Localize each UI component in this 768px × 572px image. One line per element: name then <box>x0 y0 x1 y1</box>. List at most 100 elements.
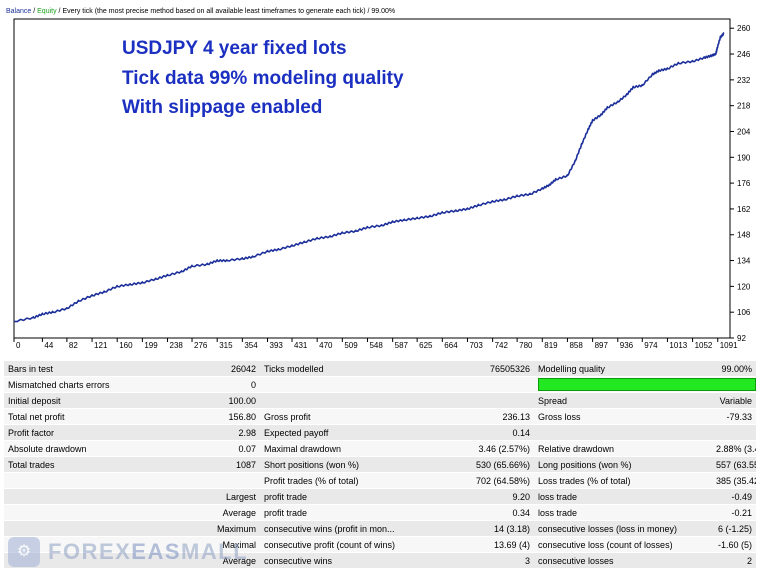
x-tick-label: 587 <box>395 341 409 350</box>
report-label-b: consecutive wins <box>260 552 446 568</box>
report-value-b: 3 <box>446 552 534 568</box>
x-tick-label: 315 <box>219 341 233 350</box>
report-label-c: Modelling quality <box>534 360 712 377</box>
x-tick-label: 548 <box>369 341 383 350</box>
report-value-c: 2.88% (3.42) <box>712 440 756 457</box>
y-tick-label: 120 <box>737 282 751 291</box>
modelling-quality-bar-cell <box>534 376 756 393</box>
series-group <box>13 32 725 323</box>
report-label-a: Absolute drawdown <box>4 440 176 457</box>
chart-legend: Balance / Equity / Every tick (the most … <box>6 8 395 15</box>
report-label-c: consecutive losses (loss in money) <box>534 520 712 537</box>
x-tick-label: 354 <box>244 341 258 350</box>
report-label-c: Long positions (won %) <box>534 456 712 473</box>
report-value-b: 236.13 <box>446 408 534 425</box>
report-label-a <box>4 488 176 505</box>
x-tick-label: 936 <box>620 341 634 350</box>
report-label-b: consecutive profit (count of wins) <box>260 536 446 553</box>
report-value-c: -0.21 <box>712 504 756 521</box>
report-row: Average consecutive wins 3 consecutive loss… <box>4 552 756 568</box>
legend-balance: Balance <box>6 8 32 15</box>
report-label-a <box>4 520 176 537</box>
report-row: Average profit trade 0.34 loss trade -0.21 <box>4 504 756 521</box>
y-tick-label: 232 <box>737 76 751 85</box>
report-value-c: 6 (-1.25) <box>712 520 756 537</box>
x-tick-label: 470 <box>319 341 333 350</box>
report-value-b: 9.20 <box>446 488 534 505</box>
report-value-a: 100.00 <box>176 392 260 409</box>
y-tick-label: 134 <box>737 257 751 266</box>
report-label-a <box>4 504 176 521</box>
report-label-b: Short positions (won %) <box>260 456 446 473</box>
report-value-b: 0.34 <box>446 504 534 521</box>
y-tick-label: 148 <box>737 231 751 240</box>
report-value-c: -1.60 (5) <box>712 536 756 553</box>
balance-line <box>13 32 725 323</box>
report-value-c: -79.33 <box>712 408 756 425</box>
x-tick-label: 780 <box>519 341 533 350</box>
watermark-logo: ⚙ FOREXEASMALL <box>6 537 306 569</box>
x-tick-label: 509 <box>344 341 358 350</box>
report-row: Initial deposit 100.00 Spread Variable <box>4 392 756 409</box>
y-tick-label: 204 <box>737 127 751 136</box>
report-value-a: 156.80 <box>176 408 260 425</box>
report-value-b <box>446 392 534 409</box>
legend-method: / Every tick (the most precise method ba… <box>56 8 396 15</box>
x-tick-label: 238 <box>170 341 184 350</box>
watermark-text: FOREXEASMALL <box>48 539 248 565</box>
report-label-a <box>4 536 176 553</box>
watermark-eas: EAS <box>131 539 182 564</box>
report-value-a: Maximum <box>176 520 260 537</box>
y-tick-label: 190 <box>737 153 751 162</box>
x-tick-label: 393 <box>270 341 284 350</box>
x-tick-label: 82 <box>69 341 78 350</box>
report-body: Bars in test 26042 Ticks modelled 76505326 M… <box>4 360 756 568</box>
report-value-a: 0 <box>176 376 260 393</box>
report-label-a <box>4 552 176 568</box>
report-value-b: 3.46 (2.57%) <box>446 440 534 457</box>
report-value-c: Variable <box>712 392 756 409</box>
report-value-b: 14 (3.18) <box>446 520 534 537</box>
report-value-c: 557 (63.55%) <box>712 456 756 473</box>
x-tick-label: 625 <box>419 341 433 350</box>
report-value-b <box>446 376 534 393</box>
report-label-b: profit trade <box>260 504 446 521</box>
y-tick-label: 176 <box>737 179 751 188</box>
report-row: Largest profit trade 9.20 loss trade -0.49 <box>4 488 756 505</box>
report-value-b: 702 (64.58%) <box>446 472 534 489</box>
report-value-b: 76505326 <box>446 360 534 377</box>
y-tick-label: 218 <box>737 102 751 111</box>
report-label-b <box>260 392 446 409</box>
report-row: Absolute drawdown 0.07 Maximal drawdown 3.4… <box>4 440 756 457</box>
report-label-a: Profit factor <box>4 424 176 441</box>
report-label-b: Maximal drawdown <box>260 440 446 457</box>
y-tick-label: 260 <box>737 24 751 33</box>
y-tick-label: 162 <box>737 205 751 214</box>
watermark-forex: FOREX <box>48 539 132 564</box>
report-value-b: 13.69 (4) <box>446 536 534 553</box>
x-tick-label: 1052 <box>695 341 713 350</box>
report-label-a: Total net profit <box>4 408 176 425</box>
report-value-c: -0.49 <box>712 488 756 505</box>
report-label-c: consecutive losses <box>534 552 712 568</box>
modelling-quality-bar <box>538 378 756 391</box>
report-row: Maximum consecutive wins (profit in mon..… <box>4 520 756 537</box>
report-value-a: Largest <box>176 488 260 505</box>
report-label-c: loss trade <box>534 504 712 521</box>
report-label-a <box>4 472 176 489</box>
report-label-b: profit trade <box>260 488 446 505</box>
plot-frame <box>13 18 731 339</box>
caption-line-1: USDJPY 4 year fixed lots <box>122 38 347 59</box>
report-row: Total trades 1087 Short positions (won %) 5… <box>4 456 756 473</box>
report-row: Maximal consecutive profit (count of wins… <box>4 536 756 553</box>
report-label-b: consecutive wins (profit in mon... <box>260 520 446 537</box>
report-table: Bars in test 26042 Ticks modelled 76505326 M… <box>4 360 756 568</box>
report-value-c: 385 (35.42%) <box>712 472 756 489</box>
report-row: Mismatched charts errors 0 <box>4 376 756 393</box>
report-label-c: Loss trades (% of total) <box>534 472 712 489</box>
report-label-a: Mismatched charts errors <box>4 376 176 393</box>
report-row: Bars in test 26042 Ticks modelled 76505326 M… <box>4 360 756 377</box>
x-tick-label: 858 <box>569 341 583 350</box>
report-label-b: Expected payoff <box>260 424 446 441</box>
caption-line-3: With slippage enabled <box>122 97 323 118</box>
